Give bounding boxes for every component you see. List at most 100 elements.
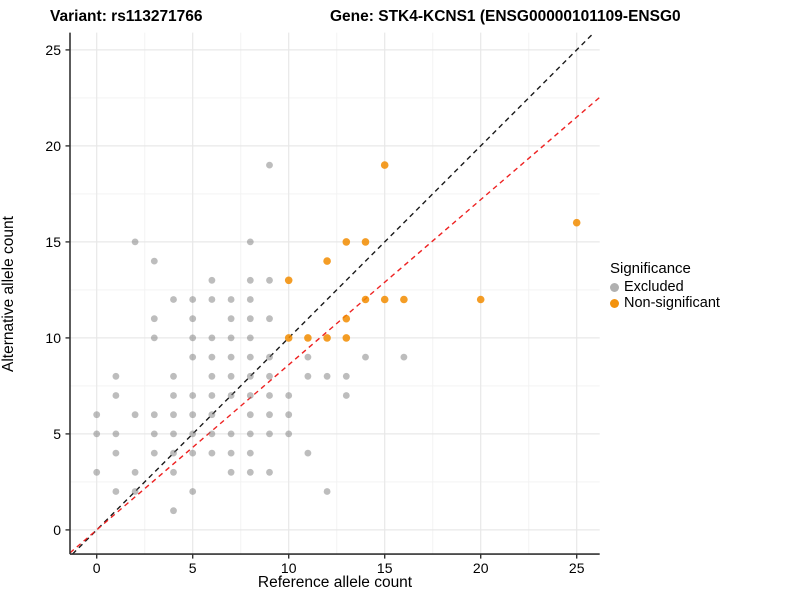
- point-excluded: [304, 372, 312, 380]
- point-excluded: [342, 392, 350, 399]
- point-excluded: [208, 430, 216, 438]
- point-non-significant: [284, 334, 293, 342]
- y-tick-label: 5: [53, 426, 61, 442]
- non-significant-dot-icon: [610, 298, 619, 308]
- y-tick-label: 0: [53, 522, 61, 538]
- point-excluded: [266, 468, 273, 476]
- point-excluded: [170, 392, 177, 399]
- x-tick-label: 20: [473, 560, 489, 576]
- point-excluded: [150, 257, 158, 265]
- point-non-significant: [400, 295, 408, 304]
- point-excluded: [285, 411, 293, 419]
- point-excluded: [362, 353, 369, 361]
- point-excluded: [227, 353, 235, 361]
- point-non-significant: [342, 334, 351, 342]
- point-excluded: [266, 353, 273, 361]
- point-excluded: [189, 449, 197, 457]
- point-excluded: [246, 353, 254, 361]
- point-excluded: [208, 296, 216, 303]
- point-excluded: [246, 468, 254, 476]
- point-excluded: [227, 430, 235, 438]
- point-non-significant: [304, 334, 312, 342]
- point-excluded: [227, 468, 235, 476]
- point-excluded: [246, 430, 254, 438]
- x-tick-label: 25: [569, 560, 585, 576]
- point-excluded: [246, 334, 254, 342]
- point-excluded: [170, 449, 177, 457]
- point-non-significant: [342, 314, 351, 323]
- x-tick-label: 5: [189, 560, 197, 576]
- point-non-significant: [572, 218, 581, 227]
- point-excluded: [189, 353, 197, 361]
- point-excluded: [400, 353, 408, 361]
- point-excluded: [227, 296, 235, 303]
- point-excluded: [112, 488, 120, 495]
- point-non-significant: [380, 161, 389, 169]
- point-excluded: [189, 315, 197, 323]
- y-tick-label: 10: [45, 330, 61, 346]
- point-excluded: [112, 372, 120, 380]
- point-excluded: [208, 334, 216, 342]
- point-excluded: [227, 449, 235, 457]
- point-excluded: [112, 430, 120, 438]
- point-excluded: [131, 411, 139, 419]
- fit-line: [69, 96, 601, 554]
- excluded-dot-icon: [610, 282, 619, 292]
- point-excluded: [93, 430, 101, 438]
- point-excluded: [227, 392, 235, 399]
- point-excluded: [304, 353, 312, 361]
- legend-item-excluded: Excluded: [610, 279, 720, 295]
- variant-title: Variant: rs113271766: [50, 8, 203, 25]
- point-excluded: [246, 276, 254, 284]
- point-excluded: [208, 353, 216, 361]
- point-excluded: [131, 488, 139, 495]
- point-excluded: [131, 468, 139, 476]
- point-excluded: [227, 372, 235, 380]
- point-excluded: [246, 372, 254, 380]
- x-tick-label: 15: [377, 560, 393, 576]
- point-excluded: [189, 411, 197, 419]
- point-excluded: [266, 315, 273, 323]
- point-non-significant: [342, 238, 351, 246]
- point-excluded: [246, 449, 254, 457]
- point-excluded: [189, 430, 197, 438]
- point-excluded: [189, 488, 197, 495]
- point-excluded: [246, 238, 254, 246]
- x-tick-label: 10: [281, 560, 297, 576]
- point-excluded: [266, 161, 273, 169]
- point-excluded: [227, 334, 235, 342]
- point-excluded: [150, 449, 158, 457]
- point-excluded: [266, 411, 273, 419]
- point-excluded: [342, 372, 350, 380]
- y-axis-label: Alternative allele count: [0, 216, 17, 372]
- point-excluded: [266, 430, 273, 438]
- x-tick-label: 0: [93, 560, 101, 576]
- point-excluded: [323, 488, 331, 495]
- point-excluded: [93, 468, 101, 476]
- point-excluded: [246, 296, 254, 303]
- point-excluded: [246, 392, 254, 399]
- point-excluded: [170, 372, 177, 380]
- y-tick-label: 15: [45, 234, 61, 250]
- point-non-significant: [361, 295, 370, 304]
- point-excluded: [266, 372, 273, 380]
- point-excluded: [112, 392, 120, 399]
- point-excluded: [150, 411, 158, 419]
- point-excluded: [208, 276, 216, 284]
- point-excluded: [170, 430, 177, 438]
- point-excluded: [323, 372, 331, 380]
- identity-line: [72, 32, 595, 555]
- point-excluded: [304, 449, 312, 457]
- point-excluded: [189, 334, 197, 342]
- point-excluded: [189, 296, 197, 303]
- point-excluded: [150, 334, 158, 342]
- point-excluded: [285, 392, 293, 399]
- legend-title: Significance: [610, 260, 691, 277]
- legend-item-label: Excluded: [624, 279, 684, 295]
- y-tick-label: 25: [45, 42, 61, 58]
- point-excluded: [189, 392, 197, 399]
- point-non-significant: [361, 238, 370, 246]
- point-non-significant: [323, 257, 331, 265]
